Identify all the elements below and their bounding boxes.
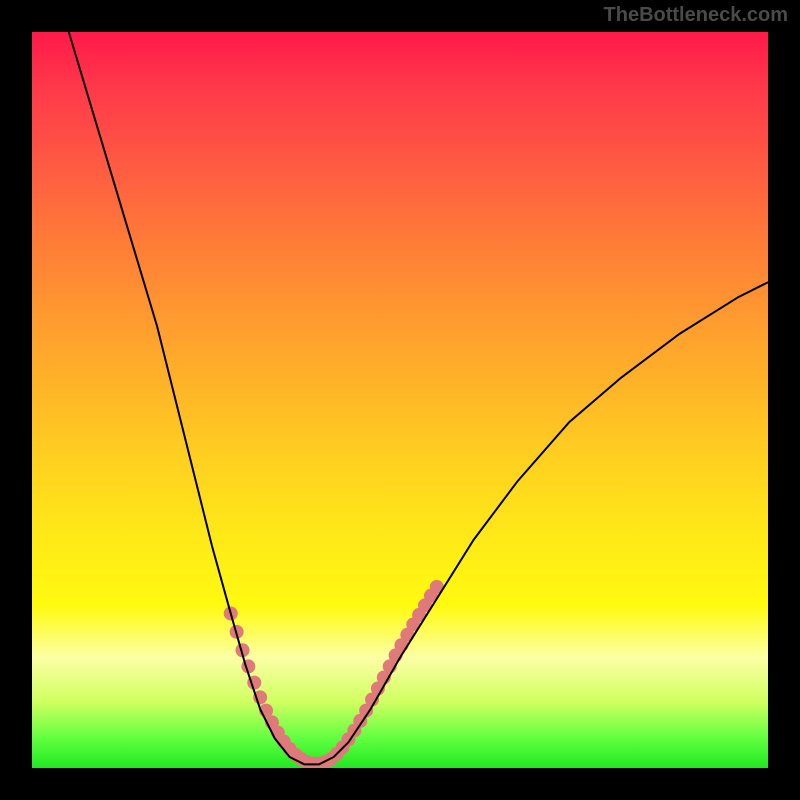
bottleneck-curve (69, 32, 768, 764)
watermark-text: TheBottleneck.com (604, 4, 788, 27)
plot-area (32, 32, 768, 768)
curve-svg (32, 32, 768, 768)
marker-group (224, 580, 444, 768)
